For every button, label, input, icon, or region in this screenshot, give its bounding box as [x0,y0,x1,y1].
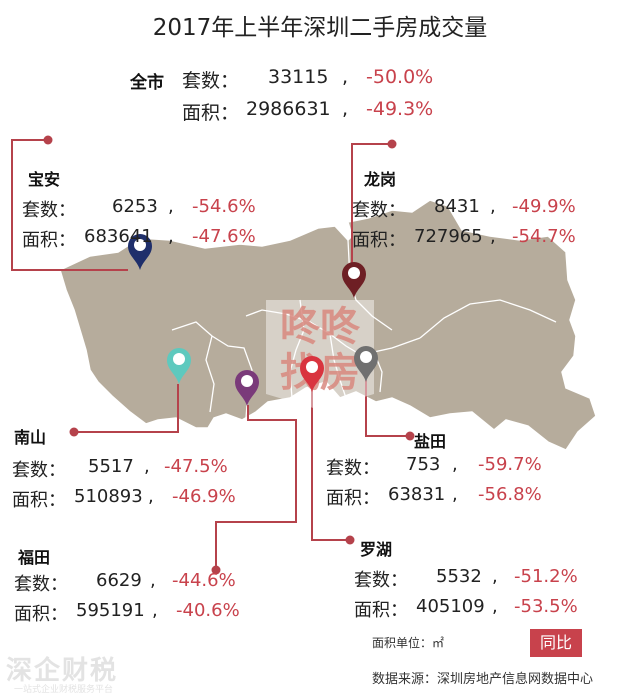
luohu-sep: , [492,596,498,617]
shenzhen-land [59,199,597,451]
baoan-sets: 6253 [112,196,158,217]
nanshan-sets-label: 套数： [12,460,66,481]
luohu-sets-label: 套数： [354,570,408,591]
district-name-nanshan: 南山 [14,428,47,447]
longgang-sets: 8431 [434,196,480,217]
futian-area-change: -40.6% [176,600,240,621]
nanshan-area-label: 面积： [12,490,66,511]
yantian-sets: 753 [406,454,441,475]
district-pins [128,234,378,406]
luohu-sets: 5532 [436,566,482,587]
map-pin-nanshan [167,348,191,384]
map-pin-luohu [300,356,324,392]
district-name-luohu: 罗湖 [360,540,393,559]
nanshan-sets: 5517 [88,456,134,477]
futian-sets: 6629 [96,570,142,591]
connector-lines [11,139,410,570]
connector-dots [43,135,415,575]
nanshan-area-change: -46.9% [172,486,236,507]
citywide-area-change: -49.3% [366,98,434,120]
longgang-sets-change: -49.9% [512,196,576,217]
yantian-area: 63831 [388,484,446,505]
citywide-name: 全市 [130,73,164,93]
futian-sets-label: 套数： [14,574,68,595]
futian-sep: , [152,600,158,621]
citywide-sets: 33115 [268,66,329,88]
longgang-area-change: -54.7% [512,226,576,247]
yantian-sep: , [452,454,458,475]
baoan-sep: , [168,196,174,217]
corner-watermark-sub: 一站式企业财税服务平台 [14,685,114,695]
baoan-area: 683641 [84,226,153,247]
district-name-longgang: 龙岗 [364,170,397,189]
luohu-area-label: 面积： [354,600,408,621]
district-name-yantian: 盐田 [414,432,447,451]
luohu-sets-change: -51.2% [514,566,578,587]
nanshan-sep: , [148,486,154,507]
yantian-sets-label: 套数： [326,458,380,479]
baoan-area-change: -47.6% [192,226,256,247]
futian-area-label: 面积： [14,604,68,625]
citywide-sep: , [342,66,349,88]
baoan-area-label: 面积： [22,230,76,251]
district-name-futian: 福田 [18,548,51,567]
baoan-sets-label: 套数： [22,200,76,221]
yantian-area-label: 面积： [326,488,380,509]
longgang-area-label: 面积： [352,230,406,251]
district-name-baoan: 宝安 [28,170,61,189]
nanshan-sets-change: -47.5% [164,456,228,477]
page-title: 2017年上半年深圳二手房成交量 [152,15,488,41]
svg-text:咚咚: 咚咚 [280,304,361,350]
map-pin-longgang [342,262,366,298]
longgang-sets-label: 套数： [352,200,406,221]
yantian-area-change: -56.8% [478,484,542,505]
baoan-sep: , [168,226,174,247]
luohu-area-change: -53.5% [514,596,578,617]
yoy-badge: 同比 [530,629,582,657]
luohu-area: 405109 [416,596,485,617]
map-pin-yantian [354,346,378,382]
longgang-sep: , [490,196,496,217]
map-pin-futian [235,370,259,406]
unit-note: 面积单位：㎡ [372,636,445,650]
citywide-area: 2986631 [246,98,331,120]
center-watermark: 咚咚 找房 [266,300,374,410]
futian-sets-change: -44.6% [172,570,236,591]
longgang-area: 727965 [414,226,483,247]
nanshan-sep: , [144,456,150,477]
corner-watermark: 深企财税 [6,656,119,686]
nanshan-area: 510893 [74,486,143,507]
citywide-area-label: 面积： [182,102,240,124]
citywide-sets-label: 套数： [182,70,240,92]
source-note: 数据来源：深圳房地产信息网数据中心 [372,672,594,687]
futian-area: 595191 [76,600,145,621]
citywide-sets-change: -50.0% [366,66,434,88]
longgang-sep: , [490,226,496,247]
luohu-sep: , [492,566,498,587]
yantian-sep: , [452,484,458,505]
baoan-sets-change: -54.6% [192,196,256,217]
futian-sep: , [150,570,156,591]
yantian-sets-change: -59.7% [478,454,542,475]
map-pin-baoan [128,234,152,270]
citywide-sep: , [342,98,349,120]
